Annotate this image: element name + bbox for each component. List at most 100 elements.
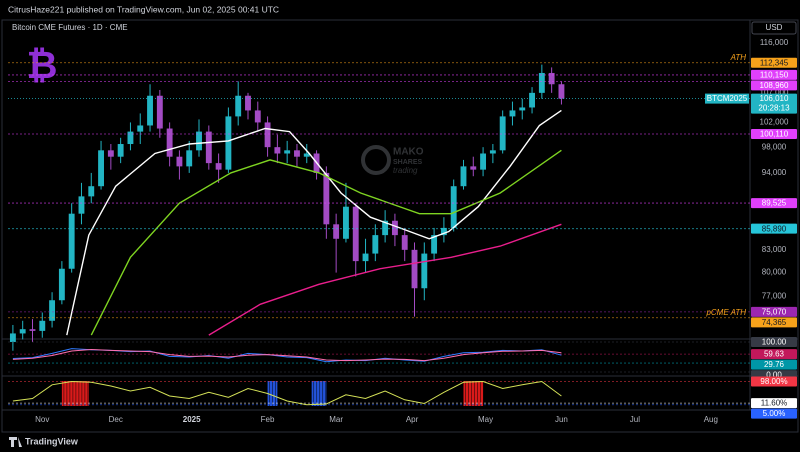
frame xyxy=(1,19,799,433)
candle-body xyxy=(78,196,85,214)
price-label-box xyxy=(751,198,797,209)
x-tick-label: Nov xyxy=(35,415,49,424)
x-tick-label: May xyxy=(478,415,493,424)
candle-body xyxy=(372,235,379,254)
price-label: 85,890 xyxy=(762,224,787,233)
price-label: 100,110 xyxy=(760,130,789,139)
candle-body xyxy=(284,150,291,154)
candle-body xyxy=(460,166,467,187)
watermark-text: SHARES xyxy=(393,159,423,166)
candle-body xyxy=(176,156,183,167)
candle-body xyxy=(19,329,26,334)
candle-body xyxy=(117,144,124,157)
price-label: 29.76 xyxy=(764,360,785,369)
price-label: 89,525 xyxy=(762,199,787,208)
candle-body xyxy=(538,72,545,93)
currency[interactable]: USD xyxy=(766,23,783,32)
watermark-text: MAKO xyxy=(393,147,424,158)
signal-zone xyxy=(61,381,89,406)
price-label-box xyxy=(751,337,797,347)
price-label-box xyxy=(751,376,797,387)
candle-body xyxy=(489,150,496,154)
x-tick-label: Dec xyxy=(109,415,123,424)
candle-body xyxy=(401,235,408,250)
watermark-text: trading xyxy=(393,166,418,175)
price-label: 100.00 xyxy=(762,338,787,347)
price-label-box xyxy=(751,128,797,139)
level-tag: ATH xyxy=(730,53,747,62)
oscillator-line xyxy=(12,380,562,406)
last-price-box xyxy=(751,93,797,114)
y-tick-label: 83,000 xyxy=(762,245,787,254)
candle-body xyxy=(558,84,565,99)
symbol-title: Bitcoin CME Futures · 1D · CME xyxy=(12,23,128,32)
price-label: 11.60% xyxy=(761,399,788,408)
price-label-box xyxy=(751,408,797,419)
candle-body xyxy=(166,128,173,157)
watermark: MAKO SHARES trading xyxy=(361,145,424,175)
moving-average xyxy=(208,223,562,336)
candle-body xyxy=(411,249,418,289)
watermark-icon xyxy=(361,145,391,175)
x-tick-label: Aug xyxy=(704,415,718,424)
candle-body xyxy=(58,268,65,301)
candle-body xyxy=(480,153,487,170)
price-label-box xyxy=(751,359,797,370)
x-tick-label: 2025 xyxy=(183,415,201,424)
price-label: 110,150 xyxy=(760,71,789,80)
price-label-box xyxy=(751,398,797,409)
price-label-box xyxy=(751,69,797,80)
candle-body xyxy=(362,253,369,262)
brand-logo xyxy=(9,437,22,447)
candle-body xyxy=(88,186,95,197)
candle-body xyxy=(470,166,477,170)
candle-body xyxy=(519,107,526,111)
symbol-box xyxy=(705,93,749,104)
candle-body xyxy=(68,213,75,269)
candle-body xyxy=(196,131,202,151)
price-label-box xyxy=(751,306,797,317)
price-label-box xyxy=(751,57,797,68)
level-tag: pCME ATH xyxy=(705,308,746,317)
candle-body xyxy=(499,116,506,151)
candle-body xyxy=(264,122,271,148)
y-tick-label: 98,000 xyxy=(762,142,787,151)
price-label: 98.00% xyxy=(760,377,787,386)
candle-body xyxy=(147,95,153,126)
price-label: 112,345 xyxy=(760,58,789,67)
y-tick-label: 107,000 xyxy=(760,88,789,97)
price-label-box xyxy=(751,80,797,91)
candle-body xyxy=(323,172,330,225)
price-label-box xyxy=(751,223,797,234)
price-label: 5.00% xyxy=(763,409,786,418)
y-tick-label: 102,000 xyxy=(760,118,789,127)
x-tick-label: Apr xyxy=(406,415,419,424)
price-label: 0.00 xyxy=(766,371,782,380)
x-tick-label: Jun xyxy=(555,415,568,424)
price-label: 74,365 xyxy=(762,318,787,327)
candle-body xyxy=(225,116,232,170)
candle-body xyxy=(391,220,398,236)
x-tick-label: Mar xyxy=(329,415,343,424)
currency-box[interactable] xyxy=(751,21,797,35)
candle-body xyxy=(529,92,535,108)
candle-body xyxy=(98,150,104,187)
candle-body xyxy=(205,131,212,164)
candle-body xyxy=(509,110,516,117)
y-tick-label: 94,000 xyxy=(762,168,787,177)
candle-body xyxy=(49,300,56,321)
candle-body xyxy=(431,235,438,254)
candle-body xyxy=(303,153,310,157)
countdown: 20:28:13 xyxy=(758,104,790,113)
x-tick-label: Feb xyxy=(261,415,275,424)
y-tick-label: 80,000 xyxy=(762,268,787,277)
price-label: 75,070 xyxy=(762,308,787,317)
candle-body xyxy=(450,186,457,228)
candle-body xyxy=(382,220,389,236)
candle-body xyxy=(440,227,447,236)
y-tick-label: 77,000 xyxy=(762,291,787,300)
x-tick-label: Jul xyxy=(630,415,640,424)
price-label-box xyxy=(751,317,797,328)
